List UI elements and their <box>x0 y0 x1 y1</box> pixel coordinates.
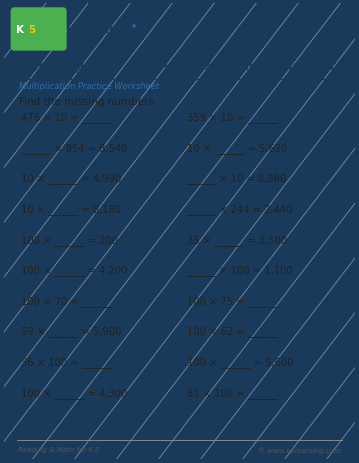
Text: 59 × ______ = 5,900: 59 × ______ = 5,900 <box>21 326 121 337</box>
Text: Find the missing numbers.: Find the missing numbers. <box>19 97 157 107</box>
Text: K: K <box>16 25 24 35</box>
Text: 5: 5 <box>28 25 36 35</box>
FancyBboxPatch shape <box>11 8 67 51</box>
Text: 100 × ______ = 5,600: 100 × ______ = 5,600 <box>187 357 293 367</box>
Text: Multiplying tens and hundreds - missing factors: Multiplying tens and hundreds - missing … <box>0 60 359 73</box>
Text: 100 × 62 = ______: 100 × 62 = ______ <box>187 326 278 337</box>
Text: 36 × 100 = ______: 36 × 100 = ______ <box>21 357 112 367</box>
Text: © www.k5learning.com: © www.k5learning.com <box>258 446 341 453</box>
Text: 100 × ______ = 200: 100 × ______ = 200 <box>21 234 118 245</box>
Text: ______ × 100 = 1,100: ______ × 100 = 1,100 <box>187 265 293 275</box>
Text: ______ × 244 = 2,440: ______ × 244 = 2,440 <box>187 204 293 215</box>
Text: 359 × 10 = ______: 359 × 10 = ______ <box>187 112 278 123</box>
Text: 476 × 10 = ______: 476 × 10 = ______ <box>21 112 112 123</box>
Text: ______ × 10 = 8,980: ______ × 10 = 8,980 <box>187 173 286 184</box>
Text: 100 × 70 = ______: 100 × 70 = ______ <box>21 295 112 306</box>
Text: 100 × ______ = 4,200: 100 × ______ = 4,200 <box>21 265 127 275</box>
Text: 81 × 100 = ______: 81 × 100 = ______ <box>187 387 277 398</box>
Text: ★: ★ <box>130 23 137 29</box>
Text: 10 × ______ = 4,990: 10 × ______ = 4,990 <box>21 173 121 184</box>
Text: 10 × ______ = 5,620: 10 × ______ = 5,620 <box>187 143 287 154</box>
Text: 100 × ______ = 4,300: 100 × ______ = 4,300 <box>21 387 127 398</box>
Text: 100 × 75 = ______: 100 × 75 = ______ <box>187 295 278 306</box>
Text: Reading & Math for K-5: Reading & Math for K-5 <box>18 446 100 452</box>
Text: Multiplication Practice Worksheet: Multiplication Practice Worksheet <box>19 82 159 91</box>
Text: ______ × 854 = 8,540: ______ × 854 = 8,540 <box>21 143 127 154</box>
Text: Learning: Learning <box>66 23 127 36</box>
Text: 35 × ______ = 3,500: 35 × ______ = 3,500 <box>187 234 286 245</box>
Text: 10 × ______ = 8,180: 10 × ______ = 8,180 <box>21 204 121 215</box>
